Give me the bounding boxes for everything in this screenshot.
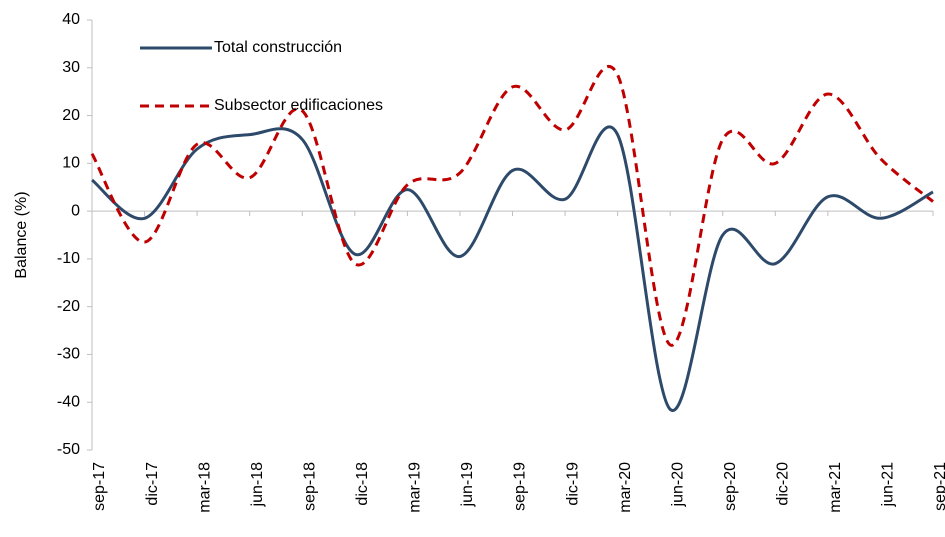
x-tick-label: mar-19 bbox=[407, 462, 424, 513]
legend-label: Subsector edificaciones bbox=[214, 97, 383, 114]
x-tick-label: sep-19 bbox=[512, 462, 529, 511]
x-tick-label: sep-21 bbox=[932, 462, 945, 511]
x-tick-label: mar-18 bbox=[196, 462, 213, 513]
y-tick-label: 20 bbox=[62, 107, 80, 124]
y-tick-label: -10 bbox=[57, 250, 80, 267]
y-tick-label: 40 bbox=[62, 11, 80, 28]
y-tick-label: -30 bbox=[57, 346, 80, 363]
y-tick-label: -50 bbox=[57, 441, 80, 458]
y-tick-label: 30 bbox=[62, 59, 80, 76]
x-tick-label: dic-18 bbox=[354, 462, 371, 506]
x-tick-label: jun-20 bbox=[669, 462, 686, 508]
x-tick-label: jun-19 bbox=[459, 462, 476, 508]
y-tick-label: 0 bbox=[71, 202, 80, 219]
line-series bbox=[90, 64, 934, 347]
y-tick-label: -20 bbox=[57, 298, 80, 315]
y-tick-label: 10 bbox=[62, 155, 80, 172]
y-tick-label: -40 bbox=[57, 393, 80, 410]
x-tick-label: jun-21 bbox=[880, 462, 897, 508]
x-tick-label: dic-19 bbox=[564, 462, 581, 506]
x-tick-label: dic-17 bbox=[144, 462, 161, 506]
y-axis-label: Balance (%) bbox=[13, 191, 30, 278]
legend-label: Total construcción bbox=[214, 39, 342, 56]
x-tick-label: sep-17 bbox=[91, 462, 108, 511]
x-tick-label: sep-18 bbox=[301, 462, 318, 511]
line-series bbox=[91, 125, 934, 412]
x-tick-label: sep-20 bbox=[722, 462, 739, 511]
x-tick-label: jun-18 bbox=[249, 462, 266, 508]
x-tick-label: mar-21 bbox=[827, 462, 844, 513]
x-tick-label: mar-20 bbox=[617, 462, 634, 513]
x-tick-label: dic-20 bbox=[775, 462, 792, 506]
